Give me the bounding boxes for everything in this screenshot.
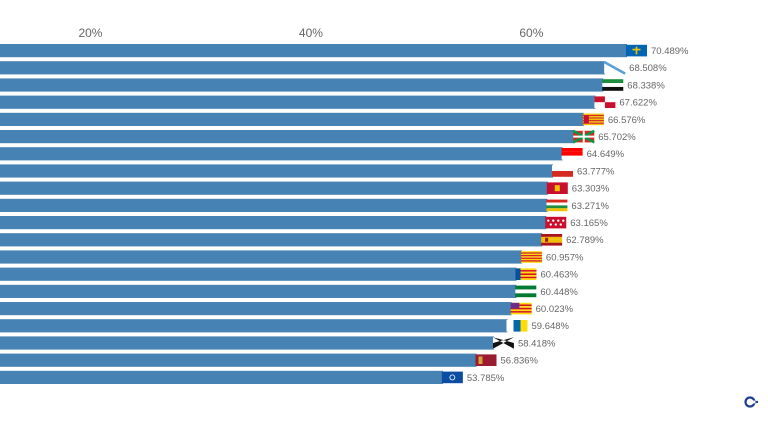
murcia-flag-icon: [475, 354, 497, 366]
x-axis-ticks: 20% 40% 60%: [78, 26, 543, 40]
value-label: 59.648%: [531, 321, 569, 332]
value-label: 58.418%: [518, 338, 556, 349]
value-label: 63.271%: [571, 201, 609, 212]
value-label: 60.023%: [536, 304, 574, 315]
bar: [0, 216, 547, 230]
bar: [0, 130, 575, 144]
bar: [0, 112, 584, 126]
value-label: 63.165%: [570, 218, 608, 229]
cataluna-flag-icon: [520, 251, 542, 263]
value-label: 60.957%: [546, 252, 584, 263]
bar: [0, 250, 522, 264]
aragon-flag-icon: [582, 113, 604, 126]
pais-vasco-flag-icon: [572, 129, 595, 144]
value-labels: 70.489% 68.508% 68.338% 67.622% 66.576% 65.70…: [467, 46, 689, 384]
value-label: 60.463%: [540, 270, 578, 281]
bar: [0, 44, 627, 58]
galicia-flag-icon: [603, 60, 626, 75]
brand-logo-icon: [744, 396, 759, 408]
x-tick-label: 40%: [299, 26, 323, 40]
valencia-flag-icon: [515, 268, 537, 280]
value-label: 60.448%: [540, 287, 578, 298]
bar: [0, 61, 606, 75]
value-label: 65.702%: [598, 132, 636, 143]
spain-flag-icon: [541, 234, 563, 246]
value-label: 70.489%: [651, 46, 689, 57]
value-label: 68.508%: [629, 63, 667, 74]
bar: [0, 353, 477, 367]
canarias-flag-icon: [506, 320, 528, 332]
value-label: 62.789%: [566, 235, 604, 246]
value-label: 63.777%: [577, 166, 615, 177]
value-label: 68.338%: [627, 80, 665, 91]
bar: [0, 319, 508, 333]
bar: [0, 95, 596, 109]
bar: [0, 164, 554, 178]
bar: [0, 336, 494, 350]
bar: [0, 233, 543, 247]
value-label: 67.622%: [619, 98, 657, 109]
bar: [0, 198, 548, 212]
value-label: 56.836%: [501, 356, 539, 367]
andalucia-flag-icon: [515, 285, 537, 298]
bars: [0, 44, 627, 384]
bar: [0, 302, 512, 316]
ceuta-flag-icon: [492, 337, 514, 349]
bar: [0, 147, 563, 161]
bar: [0, 78, 604, 92]
bar: [0, 370, 443, 384]
cantabria-flag-icon: [561, 148, 583, 160]
value-label: 53.785%: [467, 373, 505, 384]
flags: [441, 44, 647, 384]
x-tick-label: 60%: [519, 26, 543, 40]
navarra-flag-icon: [546, 182, 568, 194]
castilla-la-mancha-flag-icon: [552, 165, 574, 177]
castilla-leon-flag-icon: [594, 96, 616, 108]
extremadura-flag-icon: [602, 79, 624, 91]
asturias-flag-icon: [626, 44, 647, 57]
value-label: 63.303%: [572, 184, 610, 195]
value-label: 64.649%: [587, 149, 625, 160]
madrid-flag-icon: [545, 216, 567, 229]
la-rioja-flag-icon: [546, 199, 568, 212]
bar: [0, 181, 548, 195]
bar: [0, 284, 517, 298]
bar: [0, 267, 517, 281]
baleares-flag-icon: [510, 302, 532, 315]
x-tick-label: 20%: [78, 26, 102, 40]
melilla-flag-icon: [441, 371, 463, 384]
value-label: 66.576%: [608, 115, 646, 126]
